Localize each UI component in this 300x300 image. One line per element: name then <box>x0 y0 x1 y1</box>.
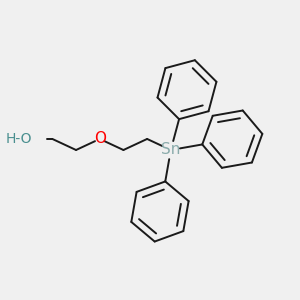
Text: H-O: H-O <box>5 132 32 146</box>
Text: O: O <box>94 131 106 146</box>
Text: Sn: Sn <box>161 142 181 158</box>
